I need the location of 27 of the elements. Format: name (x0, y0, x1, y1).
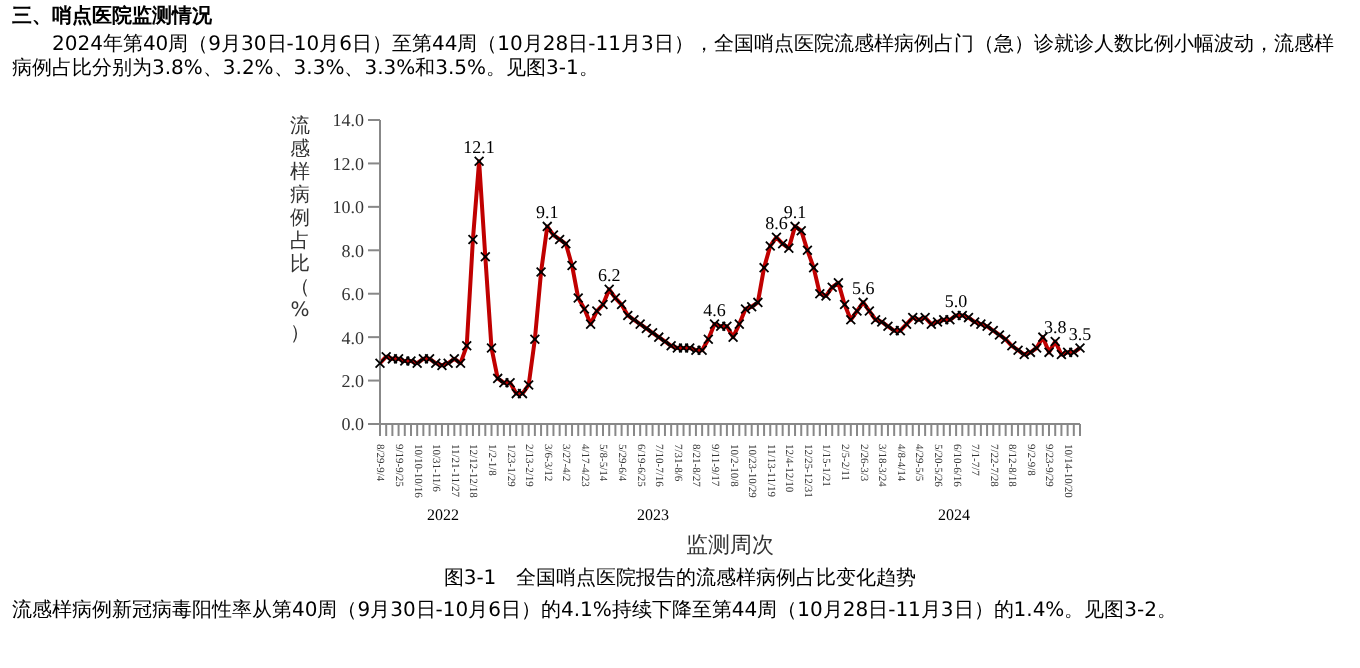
data-label: 4.6 (703, 300, 727, 321)
text: 三、哨点医院监测情况 (12, 6, 214, 30)
data-label: 12.1 (463, 137, 495, 158)
data-label: 8.6 (765, 213, 789, 234)
text: 2023 (637, 506, 669, 524)
data-label: 9.1 (783, 202, 807, 223)
y-tick-label: 2.0 (341, 370, 365, 391)
y-tick-label: 8.0 (341, 240, 365, 261)
data-label: 5.0 (944, 291, 969, 312)
text: 流感样病例占比（%） (290, 116, 310, 345)
chart-subtitle: 2024年第40周（9月30日-10月6日）至第44周（10月28日-11月3日），全国哨点医院流感样病例占门（急）诊就诊人数比例小幅波动，流感样病例占比分别为3.8%、3.2%、3.3%、3.3%和3.5%。见图3-1。 (12, 34, 1336, 82)
y-tick-label: 4.0 (341, 327, 365, 348)
data-label: 9.1 (536, 202, 559, 223)
text: 2024 (938, 506, 970, 524)
y-tick-label: 0.0 (341, 414, 365, 435)
data-label: 3.5 (1068, 324, 1093, 344)
text: 流感样病例新冠病毒阳性率从第40周（9月30日-10月6日）的4.1%持续下降至第44周（10月28日-11月3日）的1.4%。见图3-2。 (12, 600, 1180, 624)
caption: 图3-1 全国哨点医院报告的流感样病例占比变化趋势 (441, 568, 919, 592)
y-tick-label: 14.0 (332, 110, 365, 131)
y-tick-label: 10.0 (332, 197, 365, 218)
text: 2022 (427, 506, 459, 524)
y-tick-label: 12.0 (332, 153, 365, 174)
y-tick-label: 6.0 (341, 284, 365, 305)
data-label: 6.2 (597, 265, 621, 286)
data-label: 5.6 (851, 278, 876, 299)
data-label: 3.8 (1043, 317, 1068, 338)
x-axis-title: 监测周次 (686, 532, 774, 558)
